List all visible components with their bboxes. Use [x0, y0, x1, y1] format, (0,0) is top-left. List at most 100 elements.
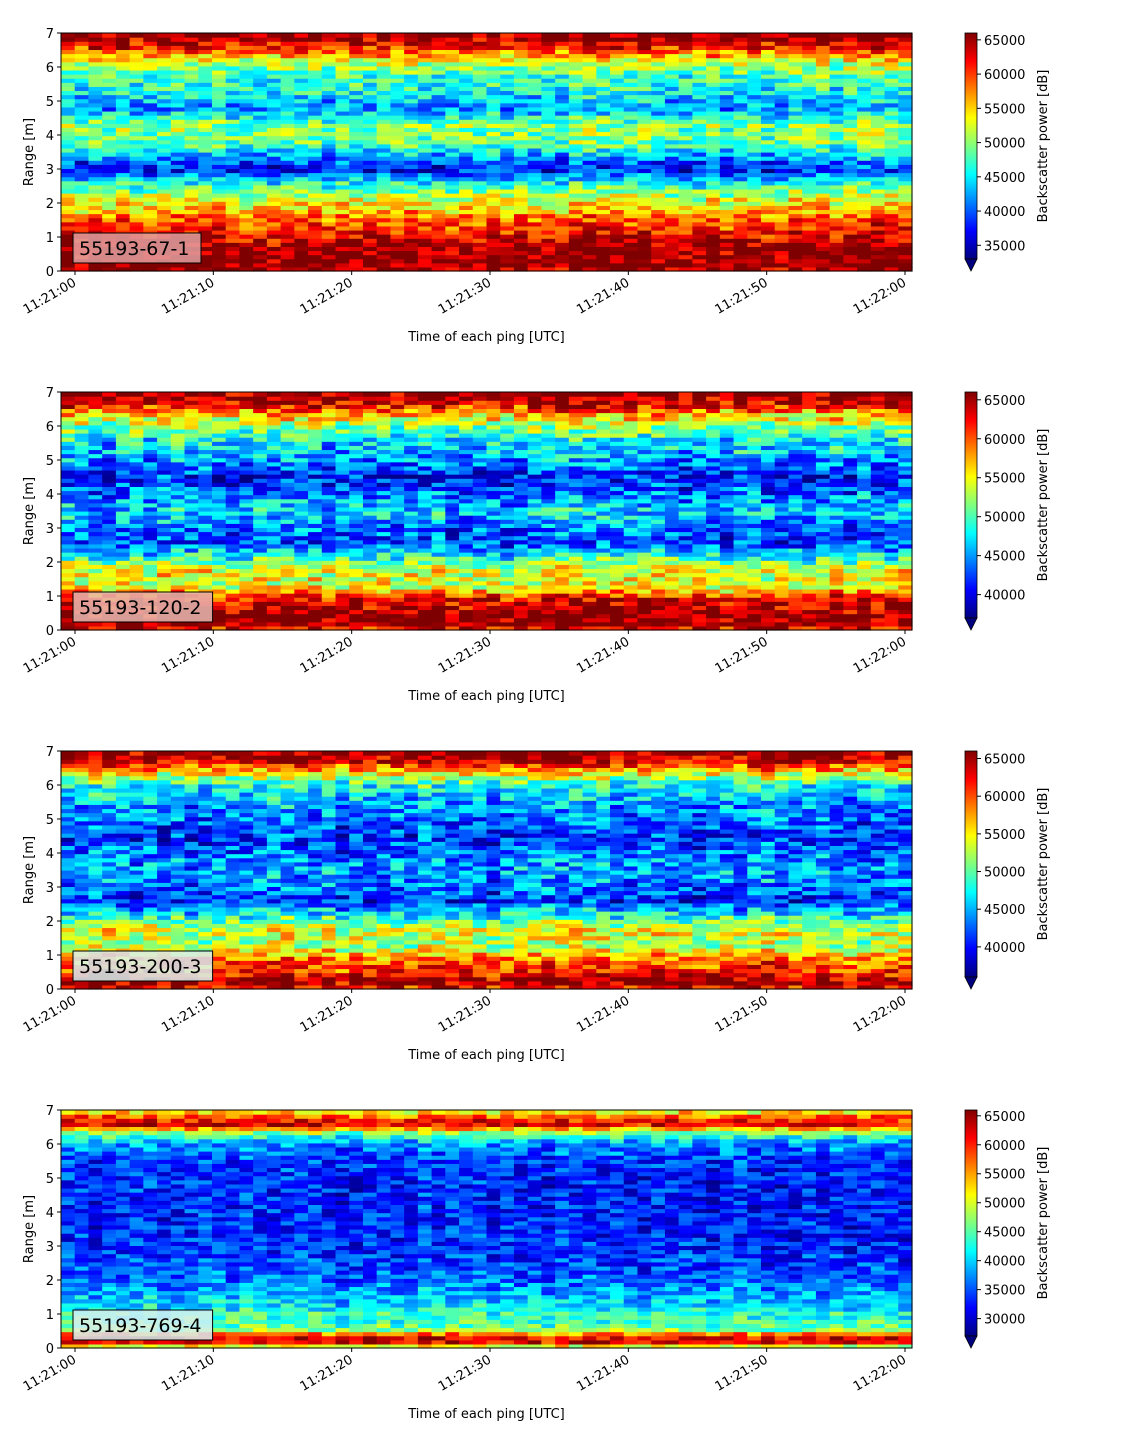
heatmap-cell — [898, 209, 913, 215]
heatmap-cell — [898, 131, 913, 137]
heatmap-cell — [294, 152, 309, 157]
heatmap-cell — [870, 49, 886, 55]
heatmap-cell — [74, 531, 90, 537]
heatmap-cell — [802, 131, 817, 137]
heatmap-cell — [253, 498, 268, 504]
heatmap-cell — [308, 238, 323, 243]
heatmap-cell — [253, 617, 268, 623]
heatmap-cell — [596, 262, 611, 268]
heatmap-cell — [527, 41, 543, 46]
heatmap-cell — [211, 184, 227, 190]
heatmap-cell — [390, 139, 405, 145]
heatmap-cell — [747, 201, 762, 206]
heatmap-cell — [280, 266, 295, 272]
heatmap-cell — [857, 90, 872, 96]
heatmap-cell — [170, 568, 186, 574]
heatmap-cell — [417, 221, 433, 227]
heatmap-cell — [225, 597, 241, 602]
heatmap-cell — [198, 258, 213, 264]
heatmap-cell — [417, 49, 433, 55]
heatmap-cell — [211, 469, 227, 475]
heatmap-cell — [788, 131, 803, 137]
heatmap-cell — [266, 543, 282, 549]
heatmap-cell — [280, 217, 295, 223]
heatmap-cell — [349, 511, 364, 516]
heatmap-cell — [568, 205, 584, 211]
heatmap-cell — [417, 119, 433, 124]
heatmap-cell — [445, 209, 460, 215]
heatmap-cell — [857, 221, 872, 227]
heatmap-cell — [211, 412, 227, 418]
heatmap-cell — [143, 392, 158, 397]
heatmap-cell — [884, 41, 899, 46]
heatmap-cell — [349, 86, 364, 92]
heatmap-cell — [788, 246, 803, 252]
heatmap-cell — [266, 511, 282, 516]
heatmap-cell — [253, 37, 268, 42]
heatmap-cell — [527, 90, 543, 96]
heatmap-cell — [802, 110, 817, 116]
heatmap-cell — [308, 229, 323, 235]
heatmap-cell — [143, 527, 158, 533]
heatmap-cell — [253, 33, 268, 38]
heatmap-cell — [788, 127, 803, 133]
heatmap-cell — [788, 33, 803, 38]
heatmap-cell — [596, 102, 611, 108]
heatmap-cell — [857, 37, 872, 42]
heatmap-cell — [513, 106, 529, 112]
heatmap-cell — [692, 131, 707, 137]
heatmap-cell — [376, 37, 392, 42]
heatmap-cell — [692, 164, 707, 170]
heatmap-cell — [239, 45, 254, 51]
heatmap-cell — [184, 437, 199, 442]
heatmap-cell — [170, 519, 186, 524]
heatmap-cell — [459, 147, 474, 153]
heatmap-cell — [390, 33, 405, 38]
heatmap-cell — [362, 428, 378, 434]
heatmap-cell — [280, 449, 295, 455]
heatmap-cell — [294, 201, 309, 206]
heatmap-cell — [568, 172, 584, 178]
heatmap-cell — [431, 172, 446, 178]
heatmap-cell — [568, 201, 584, 206]
heatmap-cell — [651, 217, 666, 223]
heatmap-cell — [513, 78, 529, 83]
heatmap-cell — [280, 180, 295, 186]
heatmap-cell — [884, 242, 899, 247]
colorbar-tick-label: 40000 — [984, 205, 1025, 220]
heatmap-cell — [362, 621, 378, 627]
heatmap-cell — [335, 392, 350, 397]
heatmap-cell — [582, 45, 597, 51]
heatmap-cell — [102, 408, 117, 414]
heatmap-cell — [308, 457, 323, 463]
heatmap-cell — [445, 266, 460, 272]
heatmap-cell — [170, 262, 186, 268]
heatmap-cell — [239, 90, 254, 96]
heatmap-cell — [362, 197, 378, 202]
heatmap-cell — [486, 115, 501, 120]
heatmap-cell — [129, 57, 144, 63]
heatmap-cell — [74, 110, 90, 116]
heatmap-cell — [115, 213, 131, 219]
heatmap-cell — [349, 74, 364, 79]
heatmap-cell — [88, 61, 103, 67]
heatmap-cell — [294, 593, 309, 598]
heatmap-cell — [115, 527, 131, 533]
heatmap-cell — [582, 123, 597, 128]
heatmap-cell — [88, 78, 103, 83]
heatmap-cell — [280, 184, 295, 190]
heatmap-cell — [719, 94, 735, 100]
heatmap-cell — [170, 168, 186, 174]
heatmap-cell — [239, 461, 254, 467]
heatmap-cell — [280, 568, 295, 574]
heatmap-cell — [582, 152, 597, 157]
heatmap-cell — [445, 160, 460, 165]
heatmap-cell — [102, 115, 117, 120]
heatmap-cell — [61, 523, 76, 529]
heatmap-cell — [102, 404, 117, 410]
heatmap-cell — [651, 74, 666, 79]
heatmap-cell — [774, 205, 790, 211]
heatmap-cell — [500, 127, 515, 133]
heatmap-cell — [637, 69, 652, 75]
heatmap-cell — [184, 572, 199, 578]
